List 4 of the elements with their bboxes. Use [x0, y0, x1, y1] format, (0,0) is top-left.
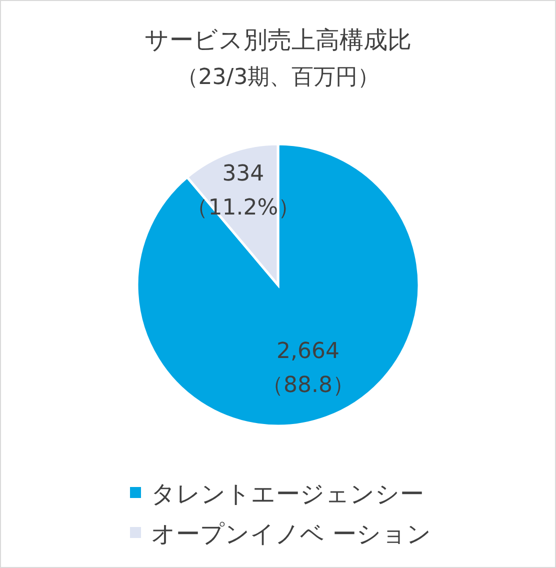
title: サービス別売上高構成比: [144, 26, 412, 54]
legend-label: オープンイノベ ーション: [151, 520, 432, 548]
legend-label: タレントエージェンシー: [151, 480, 424, 508]
subtitle: （23/3期、百万円）: [176, 65, 380, 90]
